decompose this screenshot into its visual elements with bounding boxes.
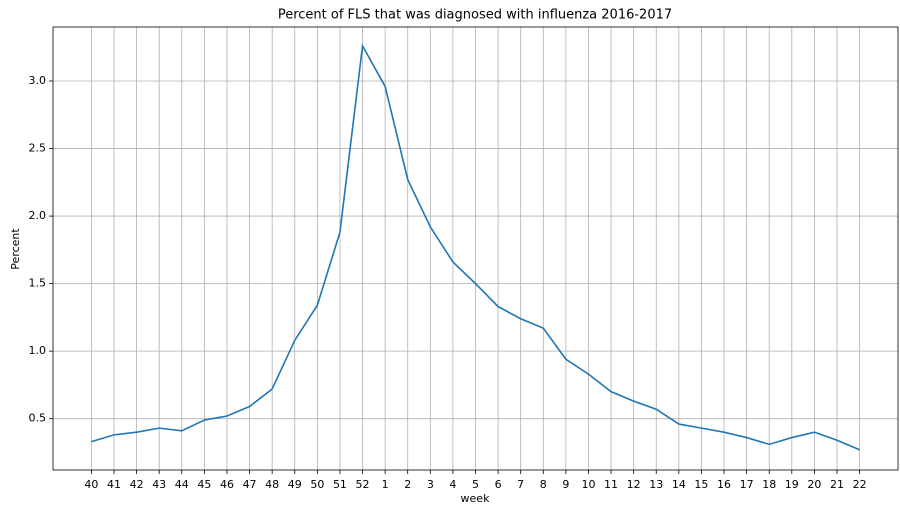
x-tick-label: 17 <box>740 478 754 491</box>
y-tick-label: 3.0 <box>29 74 47 87</box>
x-tick-label: 9 <box>562 478 569 491</box>
x-tick-label: 14 <box>672 478 686 491</box>
x-tick-label: 51 <box>333 478 347 491</box>
x-tick-label: 46 <box>220 478 234 491</box>
x-tick-label: 11 <box>604 478 618 491</box>
x-tick-label: 3 <box>427 478 434 491</box>
x-tick-label: 4 <box>449 478 456 491</box>
x-tick-label: 2 <box>404 478 411 491</box>
chart-title: Percent of FLS that was diagnosed with i… <box>278 8 672 23</box>
x-tick-label: 52 <box>356 478 370 491</box>
x-tick-label: 7 <box>517 478 524 491</box>
x-tick-label: 20 <box>807 478 821 491</box>
x-tick-label: 21 <box>830 478 844 491</box>
x-tick-label: 45 <box>197 478 211 491</box>
x-tick-label: 40 <box>84 478 98 491</box>
x-tick-label: 18 <box>762 478 776 491</box>
x-tick-label: 16 <box>717 478 731 491</box>
x-tick-label: 10 <box>581 478 595 491</box>
x-tick-label: 13 <box>649 478 663 491</box>
x-tick-label: 42 <box>130 478 144 491</box>
x-tick-label: 41 <box>107 478 121 491</box>
y-tick-label: 2.5 <box>29 142 47 155</box>
y-tick-label: 1.0 <box>29 344 47 357</box>
x-tick-label: 49 <box>288 478 302 491</box>
x-tick-label: 6 <box>495 478 502 491</box>
y-tick-label: 1.5 <box>29 277 47 290</box>
x-tick-label: 8 <box>540 478 547 491</box>
y-axis-label: Percent <box>9 228 22 270</box>
data-line <box>91 43 860 451</box>
x-axis-label: week <box>461 492 491 505</box>
x-tick-label: 48 <box>265 478 279 491</box>
x-tick-label: 15 <box>694 478 708 491</box>
x-tick-label: 47 <box>243 478 257 491</box>
plot-frame <box>52 26 899 471</box>
x-tick-label: 5 <box>472 478 479 491</box>
x-tick-label: 22 <box>853 478 867 491</box>
y-tick-label: 0.5 <box>29 412 47 425</box>
x-tick-label: 43 <box>152 478 166 491</box>
x-tick-label: 12 <box>627 478 641 491</box>
x-tick-label: 50 <box>310 478 324 491</box>
y-tick-label: 2.0 <box>29 209 47 222</box>
x-tick-label: 19 <box>785 478 799 491</box>
x-tick-label: 1 <box>382 478 389 491</box>
x-tick-label: 44 <box>175 478 189 491</box>
